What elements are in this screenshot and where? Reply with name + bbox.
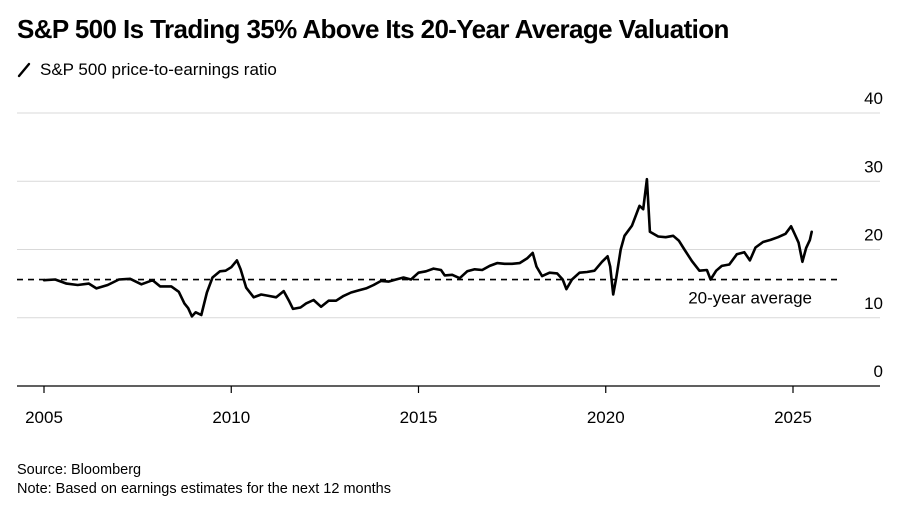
y-tick-label-10: 10 (864, 294, 883, 313)
average-label: 20-year average (688, 289, 812, 308)
legend: S&P 500 price-to-earnings ratio (17, 60, 277, 80)
source-text: Source: Bloomberg (17, 462, 142, 478)
x-axis-labels: 2005 2010 2015 2020 2025 (25, 408, 812, 427)
y-tick-label-40: 40 (864, 89, 883, 108)
x-tick-label-2015: 2015 (400, 408, 438, 427)
chart-title: S&P 500 Is Trading 35% Above Its 20-Year… (17, 14, 729, 44)
footer: Source: Bloomberg Note: Based on earning… (17, 461, 391, 499)
x-tick-label-2010: 2010 (212, 408, 250, 427)
y-tick-label-30: 30 (864, 157, 883, 176)
x-tick-label-2025: 2025 (774, 408, 812, 427)
y-tick-label-0: 0 (874, 362, 883, 381)
x-axis (17, 385, 880, 393)
gridlines (17, 112, 880, 319)
note-text: Note: Based on earnings estimates for th… (17, 481, 391, 497)
pe-ratio-line (42, 177, 813, 318)
y-axis-labels: 0 10 20 30 40 (864, 89, 883, 381)
y-tick-label-20: 20 (864, 226, 883, 245)
legend-label: S&P 500 price-to-earnings ratio (40, 60, 277, 79)
legend-line-icon (17, 62, 31, 78)
x-tick-label-2005: 2005 (25, 408, 63, 427)
x-tick-label-2020: 2020 (587, 408, 625, 427)
